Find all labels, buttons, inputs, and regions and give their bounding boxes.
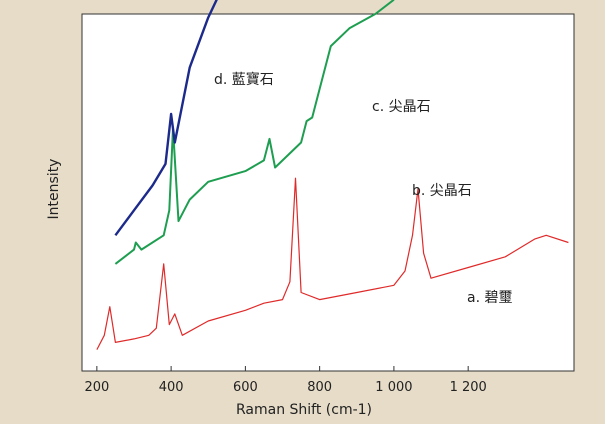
x-tick-label: 1 000 xyxy=(375,380,412,395)
plot-area xyxy=(82,14,574,371)
anno-d: d. 藍寶石 xyxy=(214,72,274,88)
x-tick-label: 1 200 xyxy=(450,380,487,395)
anno-c: c. 尖晶石 xyxy=(372,99,431,115)
x-tick-label: 600 xyxy=(233,380,258,395)
x-tick-label: 800 xyxy=(307,380,332,395)
y-axis-label: Intensity xyxy=(46,159,62,220)
x-tick-label: 400 xyxy=(159,380,184,395)
x-axis-label: Raman Shift (cm-1) xyxy=(236,402,372,418)
anno-a: a. 碧璽 xyxy=(467,290,512,306)
x-tick-label: 200 xyxy=(84,380,109,395)
anno-b: b. 尖晶石 xyxy=(412,183,472,199)
